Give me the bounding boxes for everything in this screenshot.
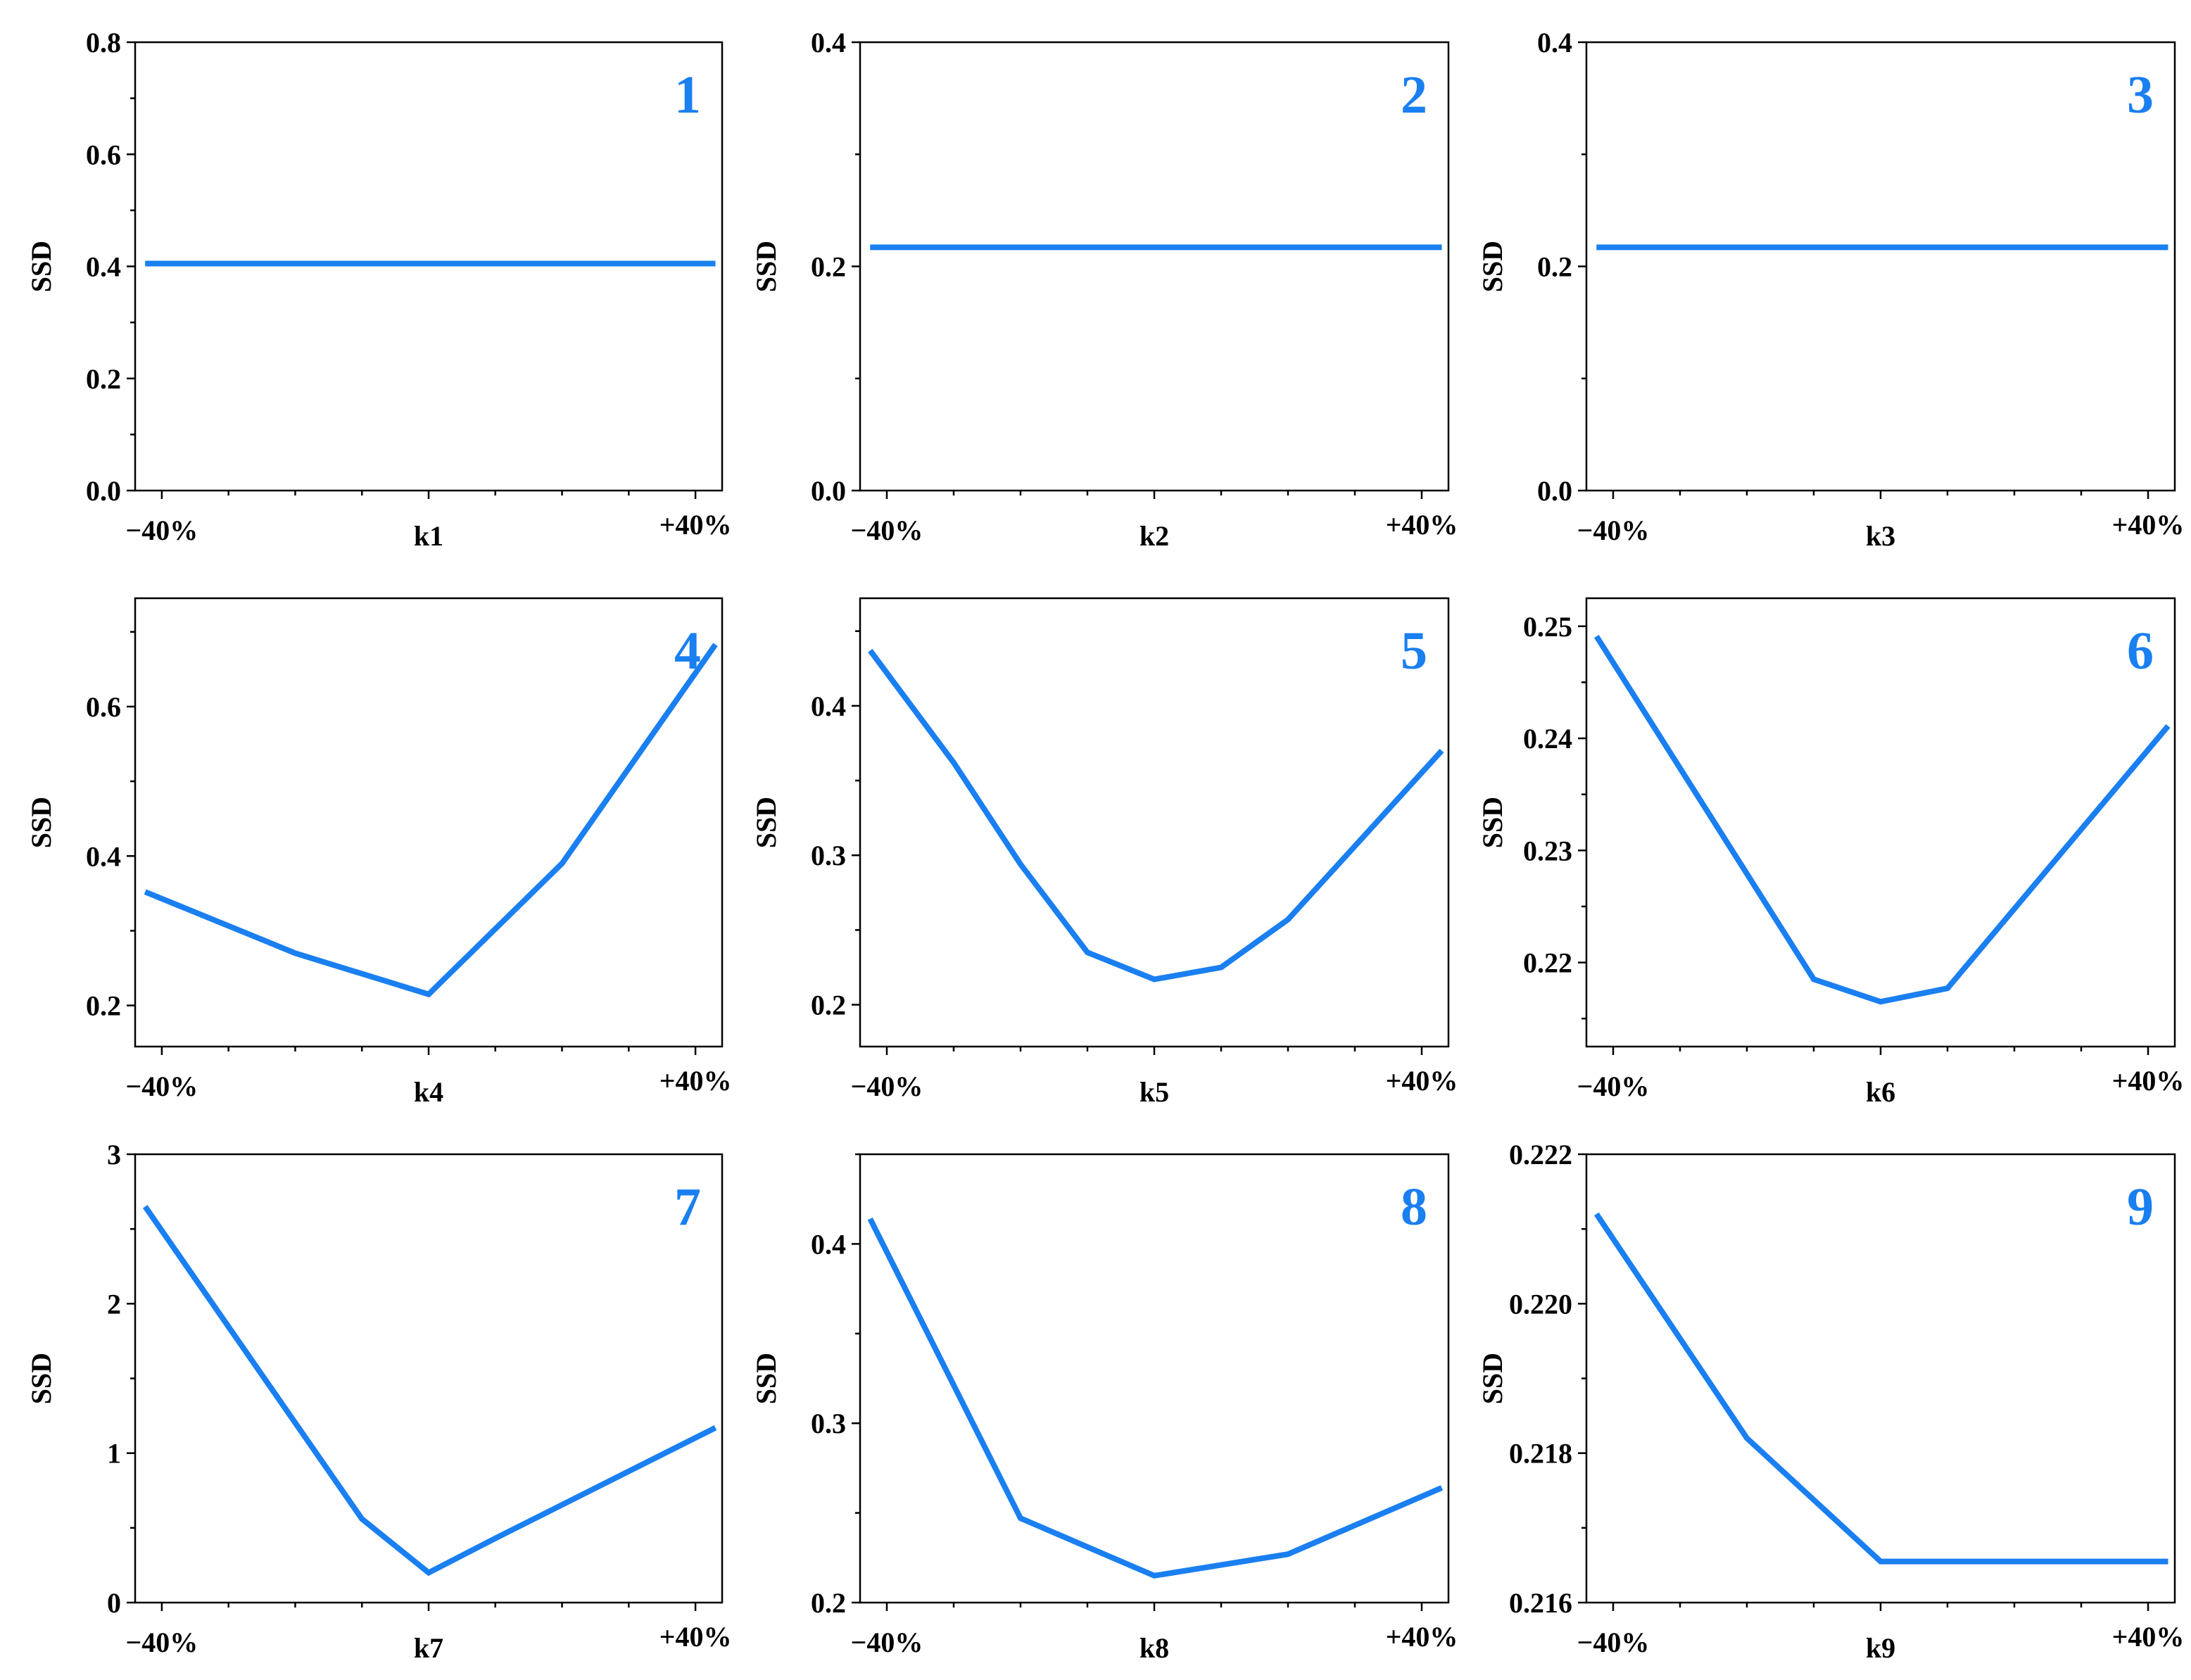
x-tick-label-min: −40% (1577, 514, 1650, 546)
x-axis-label: k3 (1866, 520, 1895, 552)
y-axis-label: SSD (750, 241, 782, 292)
plot-frame (1585, 41, 2176, 492)
y-tick-label: 0.6 (86, 139, 121, 170)
y-tick-label: 3 (107, 1139, 121, 1170)
y-tick-label: 0.0 (86, 475, 121, 507)
x-tick-label-max: +40% (1386, 509, 1458, 541)
y-tick-label: 0 (107, 1587, 121, 1619)
x-tick-label-min: −40% (126, 1627, 198, 1658)
x-tick-label-min: −40% (126, 514, 198, 546)
chart-panel-9: 0.216 0.218 0.220 0.222 −40% +40% k9 SSD 9 (1477, 1139, 2184, 1664)
panel-number: 1 (674, 65, 701, 125)
x-tick-label-min: −40% (851, 1070, 923, 1102)
panel-number: 5 (1401, 621, 1427, 681)
x-tick-label-min: −40% (1577, 1627, 1650, 1658)
y-tick-label: 0.25 (1523, 611, 1572, 643)
y-tick-label: 0.4 (86, 251, 121, 283)
y-axis-label: SSD (25, 1353, 57, 1404)
chart-panel-5: 0.2 0.3 0.4 −40% +40% k5 SSD 5 (750, 597, 1458, 1108)
y-tick-label: 0.4 (811, 1228, 846, 1260)
x-tick-label-max: +40% (2112, 1065, 2185, 1097)
x-axis-label: k6 (1866, 1076, 1895, 1108)
panel-number: 7 (674, 1177, 701, 1237)
y-tick-label: 0.23 (1523, 835, 1572, 866)
x-tick-label-max: +40% (1386, 1621, 1458, 1653)
series-line (142, 1205, 717, 1577)
x-tick-label-max: +40% (659, 509, 732, 541)
chart-panel-7: 0 1 2 3 −40% +40% k7 SSD 7 (25, 1139, 731, 1664)
x-tick-label-max: +40% (2112, 1621, 2185, 1653)
y-tick-label: 0.2 (811, 990, 846, 1021)
panel-number: 8 (1401, 1177, 1427, 1237)
x-axis-label: k4 (414, 1076, 443, 1108)
y-tick-label: 0.4 (1537, 27, 1572, 58)
x-axis-label: k9 (1866, 1632, 1895, 1664)
y-tick-label: 0.222 (1509, 1139, 1572, 1170)
x-axis-label: k8 (1139, 1632, 1169, 1664)
y-axis-label: SSD (1477, 797, 1508, 848)
y-tick-label: 0.2 (1537, 251, 1572, 283)
x-tick-label-min: −40% (851, 514, 923, 546)
chart-panel-3: 0.0 0.2 0.4 −40% +40% k3 SSD 3 (1477, 27, 2184, 552)
x-axis-label: k2 (1139, 520, 1169, 552)
y-tick-label: 2 (107, 1288, 121, 1320)
panel-number: 6 (2127, 621, 2154, 681)
series-line (868, 648, 1444, 983)
y-tick-label: 0.3 (811, 1408, 846, 1439)
series-line (1593, 634, 2171, 1005)
y-tick-label: 0.220 (1509, 1288, 1572, 1320)
chart-panel-6: 0.22 0.23 0.24 0.25 −40% +40% k6 SSD 6 (1477, 597, 2185, 1108)
y-tick-label: 0.0 (811, 475, 846, 507)
x-axis-label: k7 (414, 1632, 443, 1664)
y-tick-label: 0.8 (86, 27, 121, 58)
y-tick-label: 0.4 (811, 27, 846, 58)
y-tick-label: 0.3 (811, 840, 846, 871)
y-axis-label: SSD (750, 1353, 782, 1404)
plot-frame (1585, 1153, 2176, 1604)
x-tick-label-max: +40% (2112, 509, 2185, 541)
x-tick-label-min: −40% (126, 1070, 198, 1102)
y-axis-label: SSD (25, 797, 57, 848)
y-tick-label: 0.24 (1523, 723, 1572, 754)
x-axis-label: k5 (1139, 1076, 1169, 1108)
series-line (1593, 1212, 2168, 1565)
x-tick-label-min: −40% (851, 1627, 923, 1658)
y-tick-label: 0.218 (1509, 1438, 1572, 1470)
y-tick-label: 0.4 (86, 840, 121, 872)
y-tick-label: 0.2 (811, 1587, 846, 1619)
x-tick-label-max: +40% (1386, 1065, 1458, 1097)
chart-panel-2: 0.0 0.2 0.4 −40% +40% k2 SSD 2 (750, 27, 1458, 552)
x-axis-label: k1 (414, 520, 443, 552)
y-tick-label: 0.22 (1523, 947, 1572, 979)
y-axis-label: SSD (25, 241, 57, 292)
y-tick-label: 0.216 (1509, 1587, 1572, 1619)
plot-frame (859, 41, 1450, 492)
y-tick-label: 0.4 (811, 690, 846, 722)
plot-frame (134, 1153, 724, 1604)
y-axis-label: SSD (1477, 1353, 1508, 1404)
x-tick-label-max: +40% (659, 1065, 732, 1097)
y-axis-label: SSD (750, 797, 782, 848)
y-tick-label: 0.2 (86, 990, 121, 1022)
panel-number: 9 (2127, 1177, 2154, 1237)
plot-frame (134, 597, 724, 1048)
panel-number: 3 (2127, 65, 2154, 125)
panel-number: 2 (1401, 65, 1427, 125)
y-tick-label: 0.6 (86, 691, 121, 723)
chart-panel-8: 0.2 0.3 0.4 −40% +40% k8 SSD 8 (750, 1153, 1458, 1664)
y-tick-label: 0.2 (86, 363, 121, 395)
y-tick-label: 1 (107, 1438, 121, 1470)
y-tick-label: 0.2 (811, 251, 846, 283)
x-tick-label-max: +40% (659, 1621, 732, 1653)
series-line (144, 643, 718, 998)
chart-panel-1: 0.0 0.2 0.4 0.6 0.8 −40% +40% k1 SSD 1 (25, 27, 731, 552)
y-axis-label: SSD (1477, 241, 1508, 292)
series-line (867, 1217, 1444, 1579)
x-tick-label-min: −40% (1577, 1070, 1650, 1102)
y-tick-label: 0.0 (1537, 475, 1572, 507)
